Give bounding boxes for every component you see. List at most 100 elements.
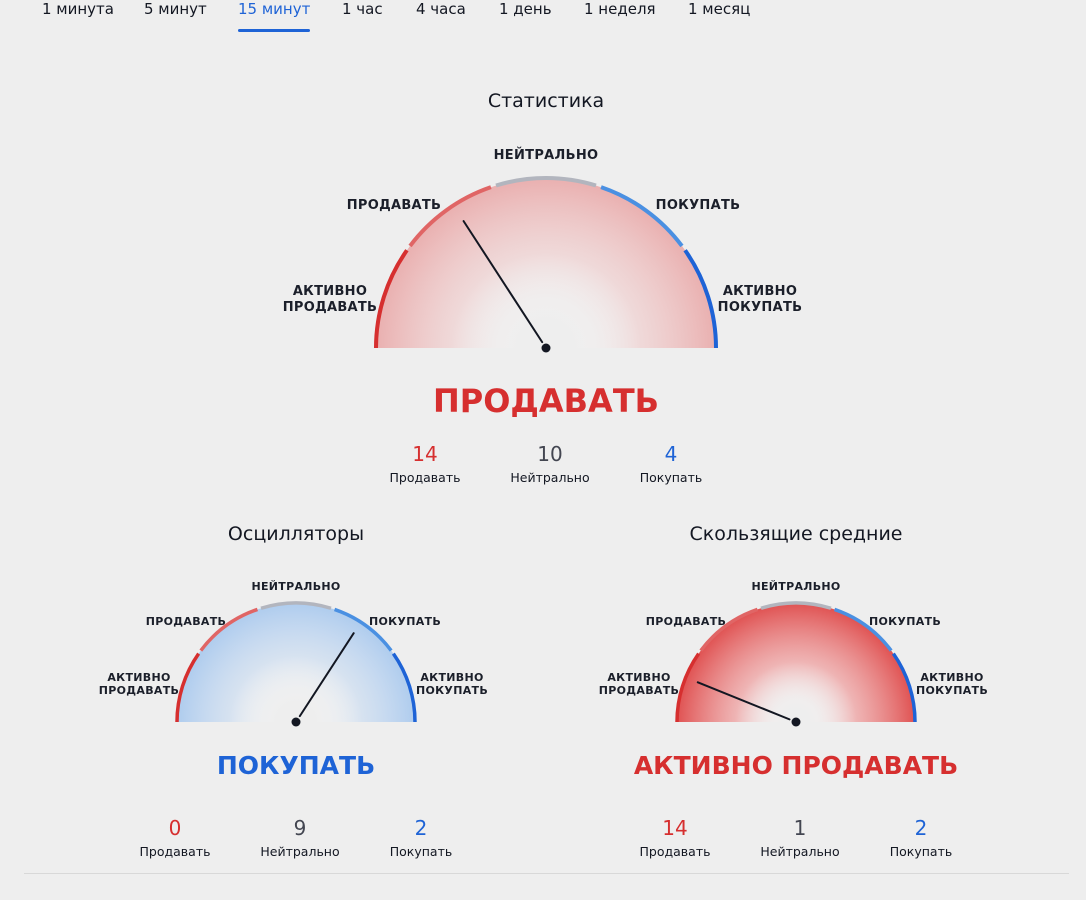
oscillators-buy-count: 2 — [414, 816, 428, 840]
oscillators-zone-strong-buy: АКТИВНО ПОКУПАТЬ — [392, 671, 512, 697]
moving-averages-verdict: АКТИВНО ПРОДАВАТЬ — [633, 751, 959, 780]
summary-zone-strong-buy: АКТИВНО ПОКУПАТЬ — [700, 284, 820, 315]
moving-averages-buy-counter: 2 Покупать — [861, 816, 981, 861]
oscillators-sell-count: 0 — [168, 816, 182, 840]
summary-neutral-count: 10 — [537, 442, 563, 466]
oscillators-verdict: ПОКУПАТЬ — [216, 751, 376, 780]
oscillators-neutral-count: 9 — [293, 816, 307, 840]
summary-zone-strong-sell: АКТИВНО ПРОДАВАТЬ — [270, 284, 390, 315]
moving-averages-gauge — [675, 601, 917, 727]
tab-1-minute[interactable]: 1 минута — [42, 0, 114, 18]
tab-1-hour[interactable]: 1 час — [342, 0, 383, 18]
oscillators-gauge-panel: Осцилляторы НЕЙТРАЛЬНО ПРОДАВАТЬ ПОКУПАТ… — [46, 515, 546, 875]
summary-strong-sell-arc — [374, 249, 409, 349]
summary-sell-label: Продавать — [389, 470, 461, 485]
moving-averages-zone-neutral: НЕЙТРАЛЬНО — [751, 580, 841, 593]
moving-averages-zone-sell: ПРОДАВАТЬ — [645, 615, 727, 628]
tab-5-minutes[interactable]: 5 минут — [144, 0, 207, 18]
summary-strong-buy-arc — [683, 249, 718, 349]
moving-averages-sell-counter: 14 Продавать — [615, 816, 735, 861]
tab-15-minutes[interactable]: 15 минут — [238, 0, 311, 32]
moving-averages-title: Скользящие средние — [689, 523, 903, 545]
summary-zone-strong-buy-line2: ПОКУПАТЬ — [717, 299, 803, 315]
moving-averages-zone-strong-sell-line2: ПРОДАВАТЬ — [598, 684, 680, 698]
summary-gauge — [374, 176, 718, 353]
moving-averages-needle-hub — [791, 717, 801, 727]
summary-zone-strong-sell-line1: АКТИВНО — [292, 284, 368, 299]
moving-averages-neutral-label: Нейтрально — [760, 844, 840, 859]
moving-averages-sell-count: 14 — [662, 816, 688, 840]
oscillators-zone-neutral: НЕЙТРАЛЬНО — [251, 580, 341, 593]
moving-averages-strong-sell-arc — [675, 652, 701, 723]
summary-title: Статистика — [487, 90, 605, 112]
timeframe-tabs: 1 минута 5 минут 15 минут 1 час 4 часа 1… — [0, 0, 1086, 36]
moving-averages-zone-strong-sell-line1: АКТИВНО — [607, 671, 671, 684]
oscillators-title: Осцилляторы — [227, 523, 365, 545]
oscillators-sell-counter: 0 Продавать — [115, 816, 235, 861]
oscillators-neutral-arc — [260, 601, 332, 610]
moving-averages-zone-strong-buy: АКТИВНО ПОКУПАТЬ — [892, 671, 1012, 697]
moving-averages-gauge-fill — [677, 603, 915, 722]
oscillators-buy-label: Покупать — [389, 844, 453, 859]
summary-zone-buy: ПОКУПАТЬ — [655, 198, 741, 213]
summary-buy-arc — [600, 185, 684, 248]
summary-gauge-panel: Статистика НЕЙТРАЛЬНО ПРОДАВАТЬ ПОКУПАТЬ… — [246, 80, 846, 500]
oscillators-neutral-counter: 9 Нейтрально — [240, 816, 360, 861]
summary-sell-counter: 14 Продавать — [365, 442, 485, 487]
oscillators-buy-arc — [333, 607, 393, 652]
tab-4-hours[interactable]: 4 часа — [416, 0, 466, 18]
oscillators-zone-strong-sell: АКТИВНО ПРОДАВАТЬ — [79, 671, 199, 697]
moving-averages-buy-count: 2 — [914, 816, 928, 840]
moving-averages-neutral-counter: 1 Нейтрально — [740, 816, 860, 861]
moving-averages-strong-buy-arc — [891, 652, 917, 723]
summary-buy-label: Покупать — [639, 470, 703, 485]
summary-neutral-counter: 10 Нейтрально — [490, 442, 610, 487]
summary-sell-arc — [408, 185, 492, 248]
oscillators-zone-strong-buy-line2: ПОКУПАТЬ — [415, 684, 489, 698]
summary-needle — [462, 220, 544, 344]
summary-buy-count: 4 — [664, 442, 678, 466]
oscillators-zone-buy: ПОКУПАТЬ — [368, 615, 442, 628]
oscillators-zone-strong-sell-line2: ПРОДАВАТЬ — [98, 684, 180, 698]
summary-buy-counter: 4 Покупать — [611, 442, 731, 487]
tab-1-week[interactable]: 1 неделя — [584, 0, 656, 18]
moving-averages-neutral-arc — [760, 601, 832, 610]
moving-averages-gauge-panel: Скользящие средние НЕЙТРАЛЬНО ПРОДАВАТЬ … — [546, 515, 1046, 875]
moving-averages-buy-arc — [833, 607, 893, 652]
oscillators-zone-sell: ПРОДАВАТЬ — [145, 615, 227, 628]
moving-averages-zone-buy: ПОКУПАТЬ — [868, 615, 942, 628]
oscillators-zone-strong-buy-line1: АКТИВНО — [420, 671, 484, 684]
moving-averages-buy-label: Покупать — [889, 844, 953, 859]
summary-zone-sell: ПРОДАВАТЬ — [346, 198, 442, 213]
summary-sell-count: 14 — [412, 442, 438, 466]
summary-neutral-arc — [495, 176, 597, 188]
moving-averages-zone-strong-sell: АКТИВНО ПРОДАВАТЬ — [579, 671, 699, 697]
summary-zone-neutral: НЕЙТРАЛЬНО — [493, 148, 599, 163]
summary-needle-hub — [541, 343, 551, 353]
oscillators-buy-counter: 2 Покупать — [361, 816, 481, 861]
bottom-divider — [24, 873, 1069, 874]
summary-verdict: ПРОДАВАТЬ — [432, 382, 660, 420]
moving-averages-zone-strong-buy-line1: АКТИВНО — [920, 671, 984, 684]
moving-averages-needle — [696, 681, 791, 721]
oscillators-needle — [298, 632, 355, 718]
summary-zone-strong-buy-line1: АКТИВНО — [722, 284, 798, 299]
tab-1-day[interactable]: 1 день — [499, 0, 552, 18]
oscillators-needle-hub — [291, 717, 301, 727]
oscillators-strong-sell-arc — [175, 652, 201, 723]
oscillators-zone-strong-sell-line1: АКТИВНО — [107, 671, 171, 684]
summary-neutral-label: Нейтрально — [510, 470, 590, 485]
summary-gauge-fill — [376, 178, 716, 348]
oscillators-sell-arc — [199, 607, 259, 652]
moving-averages-sell-label: Продавать — [639, 844, 711, 859]
moving-averages-neutral-count: 1 — [793, 816, 807, 840]
oscillators-neutral-label: Нейтрально — [260, 844, 340, 859]
moving-averages-zone-strong-buy-line2: ПОКУПАТЬ — [915, 684, 989, 698]
moving-averages-sell-arc — [699, 607, 759, 652]
tab-1-month[interactable]: 1 месяц — [688, 0, 751, 18]
oscillators-strong-buy-arc — [391, 652, 417, 723]
oscillators-gauge — [175, 601, 417, 727]
summary-zone-strong-sell-line2: ПРОДАВАТЬ — [282, 299, 378, 315]
oscillators-gauge-fill — [177, 603, 415, 722]
oscillators-sell-label: Продавать — [139, 844, 211, 859]
